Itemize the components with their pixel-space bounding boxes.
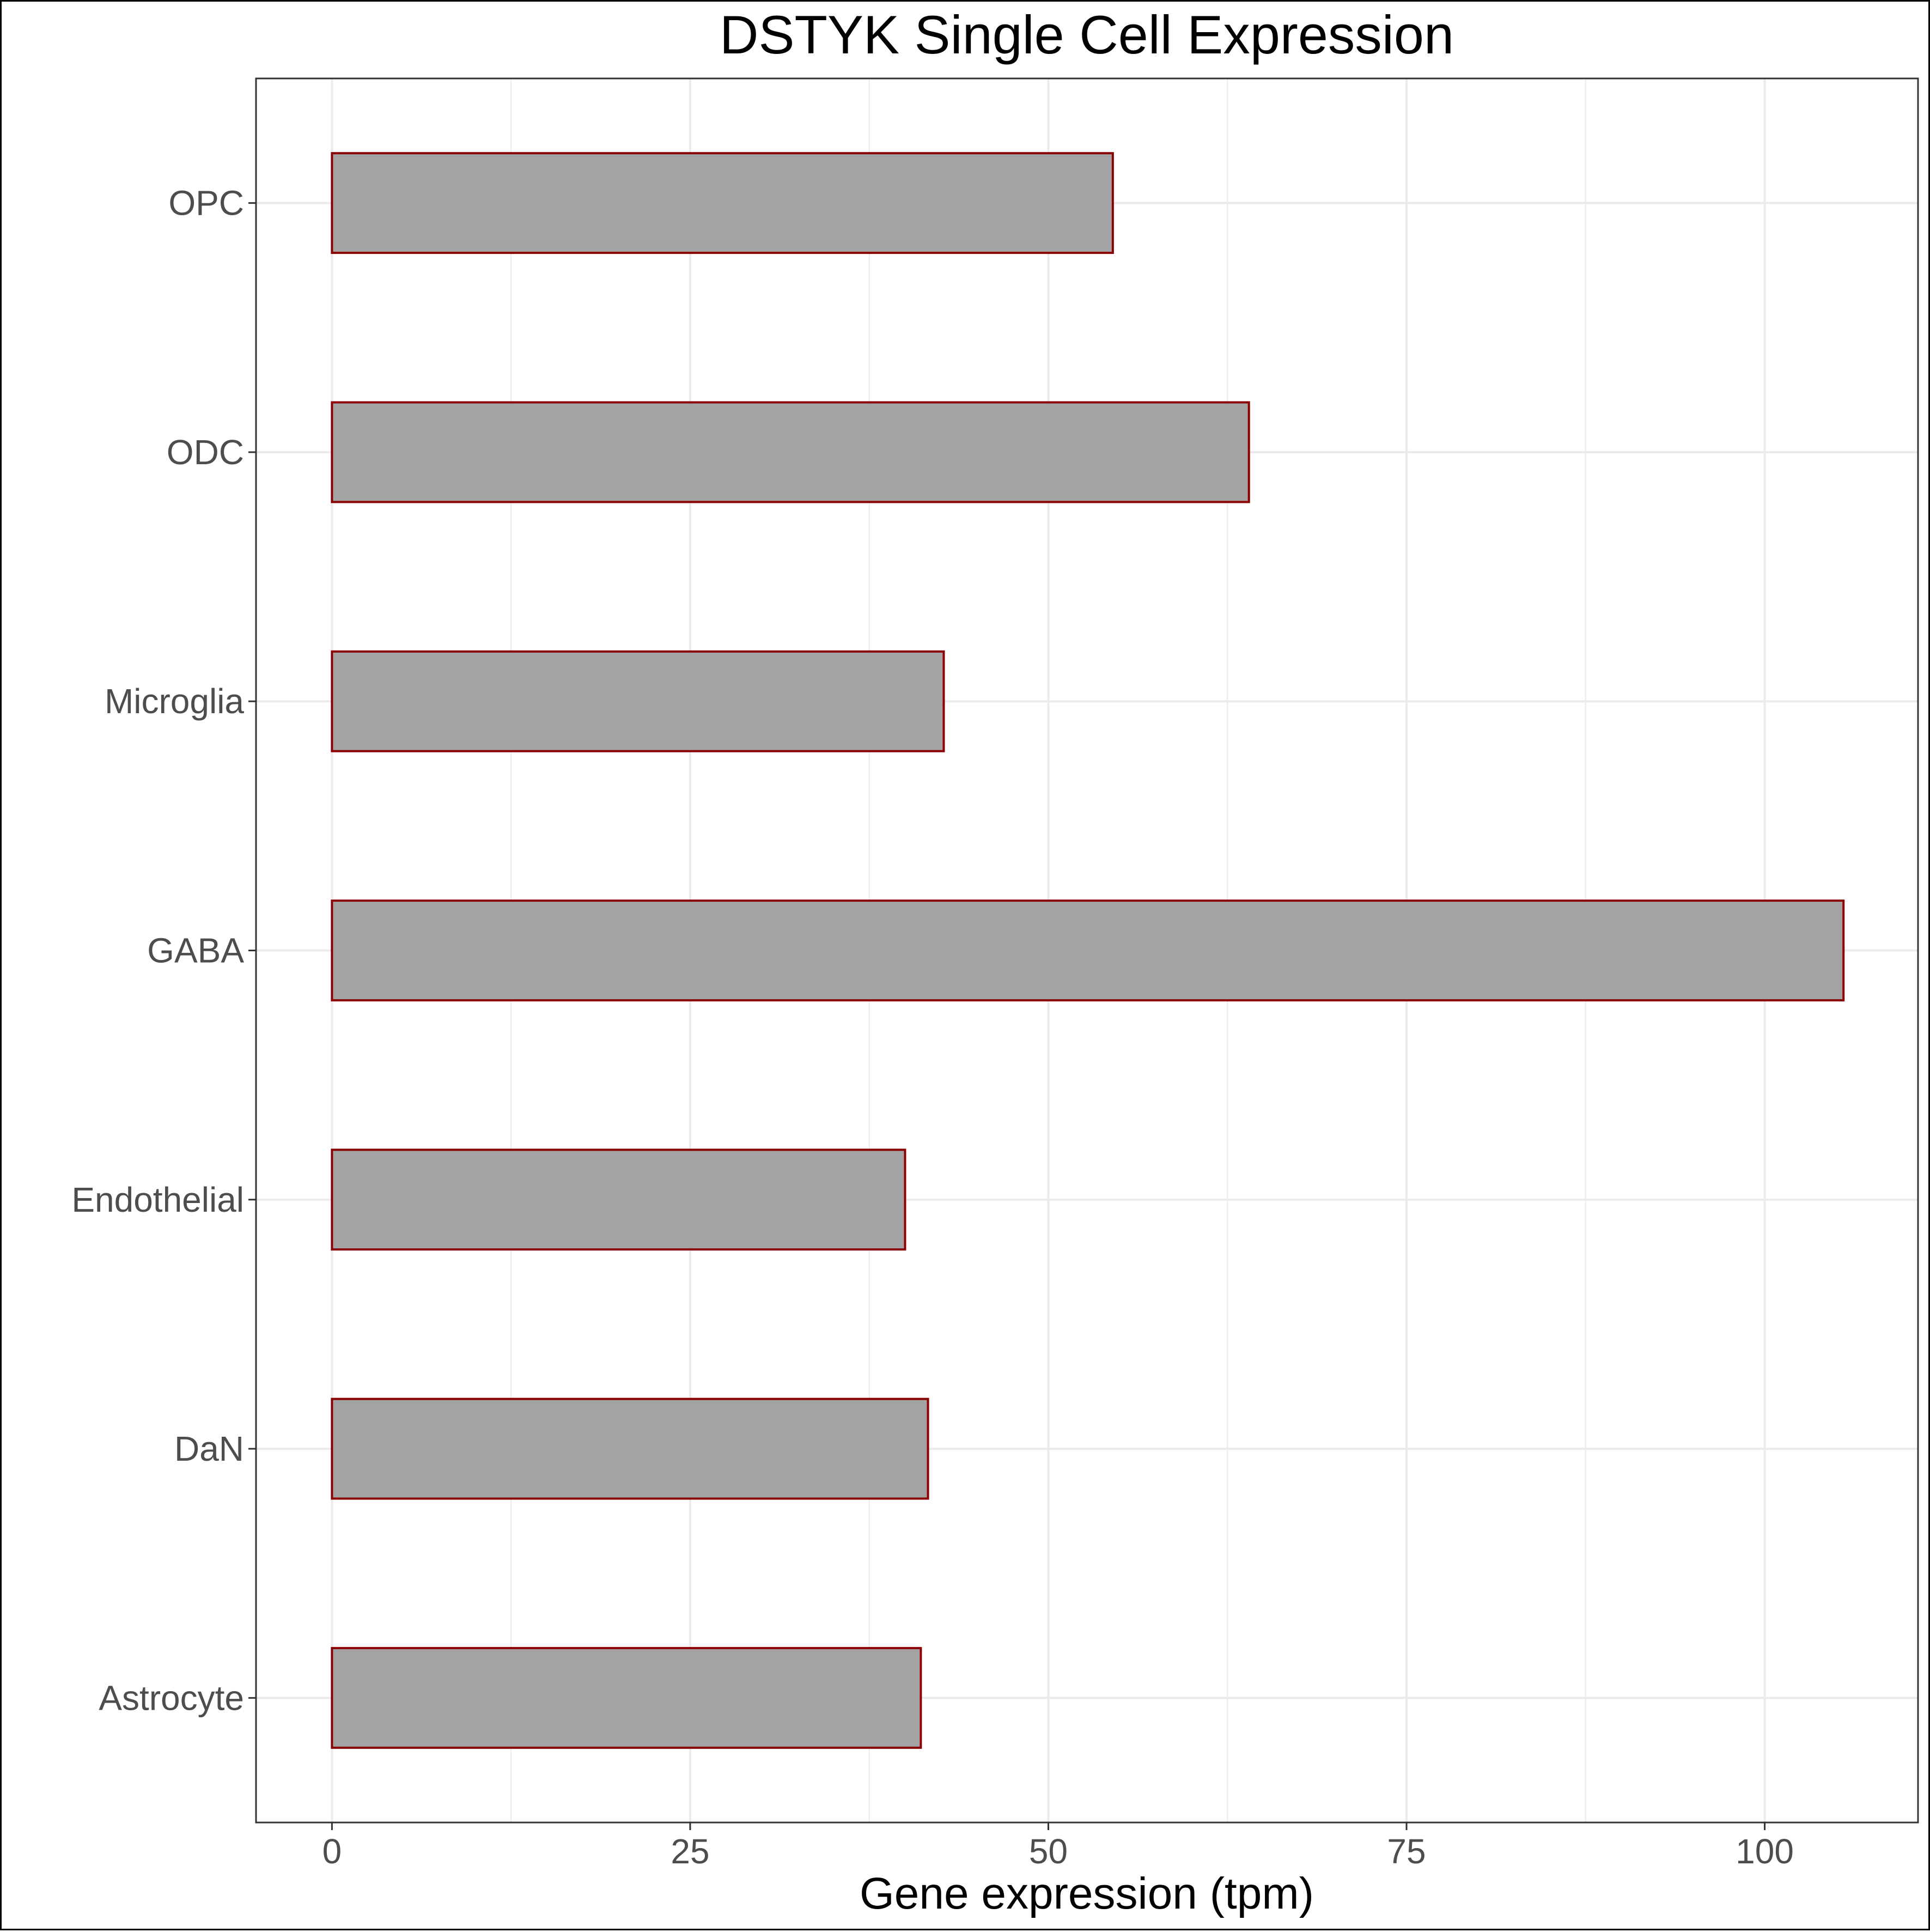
x-axis-title: Gene expression (tpm) xyxy=(860,1869,1314,1918)
x-tick-label: 75 xyxy=(1387,1832,1426,1871)
axis-ticks: OPC ODC Microglia GABA Endothelial DaN Astrocy… xyxy=(71,184,1794,1871)
x-tick-label: 25 xyxy=(671,1832,709,1871)
bar-astrocyte xyxy=(331,1647,922,1749)
y-tick-label: Astrocyte xyxy=(99,1678,244,1717)
bar-opc xyxy=(331,152,1114,254)
bar-gaba xyxy=(331,900,1845,1001)
y-tick-label: Endothelial xyxy=(71,1180,244,1219)
bar-dan xyxy=(331,1398,929,1500)
x-tick-label: 100 xyxy=(1736,1832,1794,1871)
y-tick-label: Microglia xyxy=(105,682,244,721)
x-tick-label: 50 xyxy=(1029,1832,1068,1871)
y-tick-label: GABA xyxy=(147,931,244,970)
y-tick-label: ODC xyxy=(167,433,244,472)
bar-microglia xyxy=(331,650,945,752)
bar-odc xyxy=(331,401,1250,503)
bars xyxy=(331,152,1845,1749)
y-tick-label: OPC xyxy=(168,184,244,223)
chart-title: DSTYK Single Cell Expression xyxy=(720,4,1454,65)
y-tick-label: DaN xyxy=(174,1429,244,1468)
bar-endothelial xyxy=(331,1149,906,1251)
x-tick-label: 0 xyxy=(322,1832,342,1871)
